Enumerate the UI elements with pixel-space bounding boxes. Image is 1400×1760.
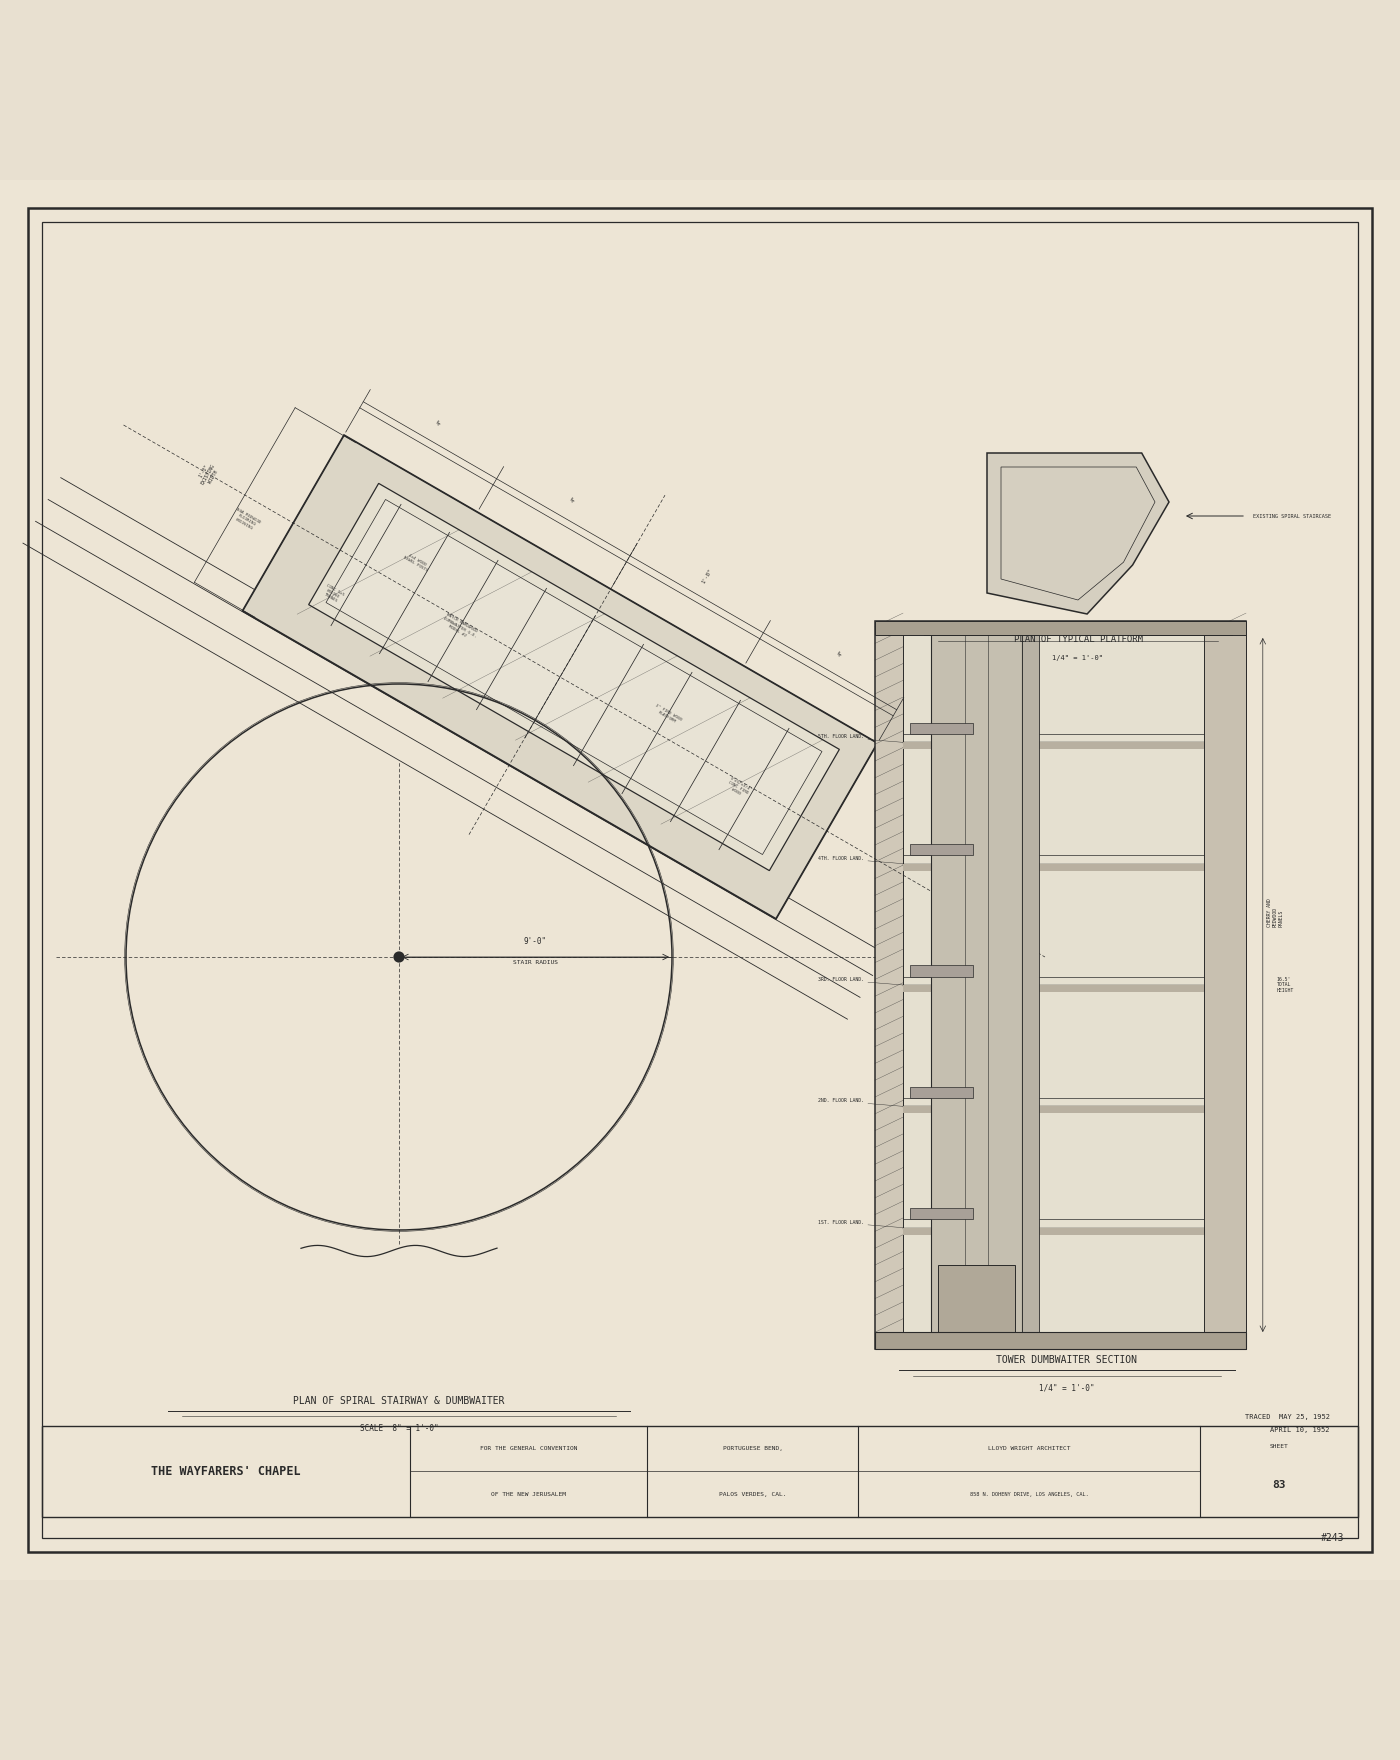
Text: MATCH HARDWOOD
DUMBWAITER G.E.
MODEL #2: MATCH HARDWOOD DUMBWAITER G.E. MODEL #2: [440, 612, 479, 642]
Text: 5"x5"x3/4"
CONC FIRD
WOOD: 5"x5"x3/4" CONC FIRD WOOD: [724, 776, 752, 801]
Text: SHEET: SHEET: [1270, 1443, 1288, 1448]
Text: 1/4" = 1'-0": 1/4" = 1'-0": [1053, 655, 1103, 660]
Text: PALOS VERDES, CAL.: PALOS VERDES, CAL.: [718, 1492, 787, 1496]
Text: 16.5'
TOTAL
HEIGHT: 16.5' TOTAL HEIGHT: [1277, 977, 1294, 993]
Text: TRACED  MAY 25, 1952: TRACED MAY 25, 1952: [1245, 1415, 1330, 1420]
Text: 3RD. FLOOR LAND.: 3RD. FLOOR LAND.: [818, 977, 864, 982]
Text: N4A REDWOOD
FLOORING
GROOVING: N4A REDWOOD FLOORING GROOVING: [231, 507, 262, 533]
Polygon shape: [242, 435, 878, 919]
Text: 4": 4": [437, 419, 444, 426]
Bar: [903, 986, 1218, 993]
Bar: [903, 864, 1218, 871]
Text: 2ND. FLOOR LAND.: 2ND. FLOOR LAND.: [818, 1098, 864, 1104]
Text: 858 N. DOHENY DRIVE, LOS ANGELES, CAL.: 858 N. DOHENY DRIVE, LOS ANGELES, CAL.: [970, 1492, 1088, 1496]
Bar: [910, 1207, 973, 1220]
Text: 1ST. FLOOR LAND.: 1ST. FLOOR LAND.: [818, 1220, 864, 1225]
Bar: [875, 621, 1246, 635]
Bar: [903, 743, 1218, 750]
Text: CHERRY AND
REDWOOD
PANELS: CHERRY AND REDWOOD PANELS: [1267, 898, 1284, 926]
Text: 1'-3"
EXISTING
WIDTH: 1'-3" EXISTING WIDTH: [196, 459, 221, 488]
Text: PLAN OF TYPICAL PLATFORM: PLAN OF TYPICAL PLATFORM: [1014, 635, 1142, 644]
Text: PORTUGUESE BEND,: PORTUGUESE BEND,: [722, 1447, 783, 1452]
Text: TOWER DUMBWAITER SECTION: TOWER DUMBWAITER SECTION: [997, 1355, 1137, 1366]
Text: APRIL 10, 1952: APRIL 10, 1952: [1271, 1427, 1330, 1433]
Bar: [931, 628, 1022, 1341]
Polygon shape: [308, 484, 840, 871]
Text: 4": 4": [570, 495, 578, 503]
Bar: [1204, 621, 1246, 1348]
Text: PLAN OF SPIRAL STAIRWAY & DUMBWAITER: PLAN OF SPIRAL STAIRWAY & DUMBWAITER: [293, 1396, 505, 1406]
Bar: [903, 1107, 1218, 1114]
Text: EXISTING SPIRAL STAIRCASE: EXISTING SPIRAL STAIRCASE: [1253, 514, 1331, 519]
Text: 4TH. FLOOR LAND.: 4TH. FLOOR LAND.: [818, 855, 864, 861]
Text: 9'-0": 9'-0": [524, 936, 547, 945]
Bar: [903, 1228, 1218, 1236]
Bar: [903, 621, 1218, 1348]
Bar: [910, 1086, 973, 1098]
Bar: [1022, 635, 1039, 1336]
Text: THE WAYFARERS' CHAPEL: THE WAYFARERS' CHAPEL: [151, 1464, 301, 1478]
Text: FOR THE GENERAL CONVENTION: FOR THE GENERAL CONVENTION: [480, 1447, 578, 1452]
Bar: [875, 621, 1246, 1348]
Text: CONC 5x5
GROOVE
TREADS: CONC 5x5 GROOVE TREADS: [321, 584, 344, 605]
Text: 4": 4": [837, 649, 844, 656]
Text: 2" FIRD WOOD
PLATFORM: 2" FIRD WOOD PLATFORM: [652, 704, 683, 727]
Text: 1'-8": 1'-8": [701, 568, 714, 584]
Text: SCALE  8" = 1'-0": SCALE 8" = 1'-0": [360, 1424, 438, 1433]
Bar: [910, 966, 973, 977]
Text: 83: 83: [1273, 1480, 1285, 1491]
Bar: [42, 1426, 1358, 1517]
Bar: [910, 845, 973, 855]
Text: #243: #243: [1320, 1533, 1344, 1544]
Bar: [875, 1332, 1246, 1348]
Bar: [910, 723, 973, 734]
Polygon shape: [987, 452, 1169, 614]
Circle shape: [393, 952, 405, 963]
Text: OF THE NEW JERUSALEM: OF THE NEW JERUSALEM: [491, 1492, 567, 1496]
Text: 5TH. FLOOR LAND.: 5TH. FLOOR LAND.: [818, 734, 864, 739]
Text: LLOYD WRIGHT ARCHITECT: LLOYD WRIGHT ARCHITECT: [988, 1447, 1070, 1452]
Text: 4x4 WOOD
NEWEL POSTS: 4x4 WOOD NEWEL POSTS: [402, 551, 430, 572]
Polygon shape: [326, 500, 822, 855]
Text: 1/4" = 1'-0": 1/4" = 1'-0": [1039, 1383, 1095, 1392]
Text: STAIR RADIUS: STAIR RADIUS: [512, 959, 559, 964]
Bar: [938, 1265, 1015, 1336]
